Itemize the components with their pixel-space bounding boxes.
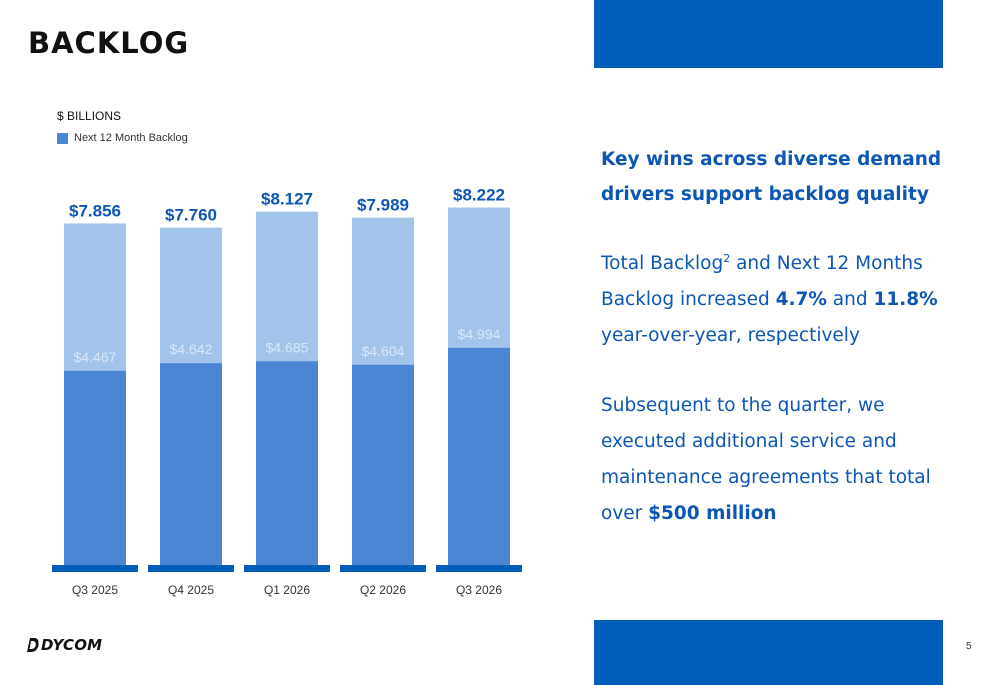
x-axis-tick-label: Q4 2025 [168,583,214,597]
page-number: 5 [966,641,972,652]
slide-title: BACKLOG [28,26,190,60]
units-label: $ BILLIONS [57,109,122,123]
bar-next-12-month-backlog [160,363,222,565]
total-value-label: $7.760 [165,206,217,225]
x-axis-tick-label: Q1 2026 [264,583,310,597]
bar-next-12-month-backlog [256,361,318,565]
p1-text-d: and [826,289,874,310]
agreements-amount: $500 million [648,503,777,524]
legend-label: Next 12 Month Backlog [74,132,188,144]
p1-text-b: and Next 12 Months Backlog increased [601,253,923,310]
chart-legend: Next 12 Month Backlog [57,132,188,144]
bar-next-12-month-backlog [448,347,510,565]
x-axis-tick-label: Q3 2025 [72,583,118,597]
bar-next-12-month-backlog [352,364,414,565]
headline-line-2: drivers support backlog quality [601,184,929,205]
total-growth-pct: 4.7% [775,289,827,310]
next-12-month-value-label: $4.642 [170,341,213,357]
backlog-growth-paragraph: Total Backlog2 and Next 12 Months Backlo… [601,246,946,354]
next-12-month-value-label: $4.604 [362,343,405,359]
total-value-label: $8.127 [261,190,313,209]
bar-baseline [436,565,522,572]
dycom-logo: DYCOM [27,636,102,654]
bar-baseline [340,565,426,572]
next-12-month-value-label: $4.994 [458,326,501,342]
panel-headline: Key wins across diverse demand drivers s… [601,142,946,212]
p2-text-a: Subsequent to the quarter, we executed a… [601,395,931,524]
total-value-label: $7.856 [69,201,121,220]
bar-baseline [52,565,138,572]
legend-swatch [57,132,68,144]
headline-line-1: Key wins across diverse demand [601,149,942,170]
x-axis-tick-label: Q2 2026 [360,583,406,597]
logo-text: DYCOM [41,636,103,654]
p1-text-f: year-over-year, respectively [601,325,860,346]
footnote-marker: 2 [723,252,731,265]
p1-text-a: Total Backlog [601,253,724,274]
subsequent-agreements-paragraph: Subsequent to the quarter, we executed a… [601,388,946,532]
bar-next-12-month-backlog [64,370,126,565]
top-accent-band [594,0,943,68]
next-12-month-value-label: $4.467 [74,349,117,365]
next-12-month-value-label: $4.685 [266,339,309,355]
bar-baseline [244,565,330,572]
bar-baseline [148,565,234,572]
bottom-accent-band [594,620,943,685]
total-value-label: $7.989 [357,196,409,215]
summary-panel: Key wins across diverse demand drivers s… [601,142,946,532]
logo-mark-icon [27,638,39,652]
next12-growth-pct: 11.8% [873,289,938,310]
total-value-label: $8.222 [453,186,505,205]
x-axis-tick-label: Q3 2026 [456,583,502,597]
backlog-bar-chart: $7.856 $4.467 Q3 2025 $7.760 $4.642 Q4 2025 $8… [52,186,522,597]
